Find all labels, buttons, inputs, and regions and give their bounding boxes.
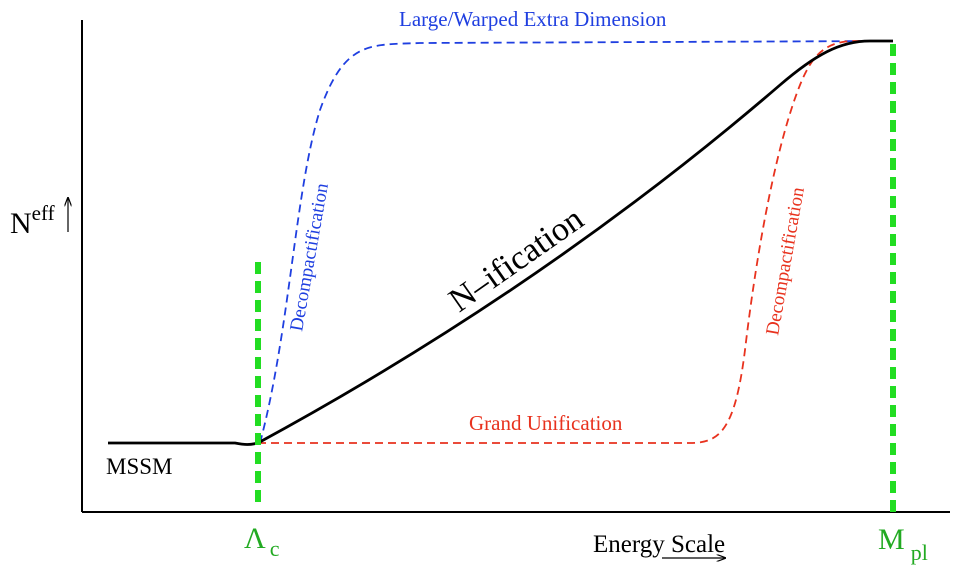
n-ification-label: N–ification xyxy=(442,200,590,319)
extra-dimension-curve xyxy=(259,40,894,444)
x-axis-label: Energy Scale xyxy=(593,531,725,558)
mssm-label: MSSM xyxy=(106,454,172,479)
y-axis-label: Neff xyxy=(10,201,55,240)
grand-unification-curve xyxy=(258,40,893,444)
n-ification-curve xyxy=(108,39,893,446)
grand-unification-label: Grand Unification xyxy=(469,411,623,435)
decompactification-red-label: Decompactification xyxy=(762,185,809,337)
extra-dimension-label: Large/Warped Extra Dimension xyxy=(399,7,667,31)
